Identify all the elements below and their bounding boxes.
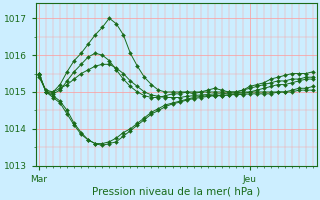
X-axis label: Pression niveau de la mer( hPa ): Pression niveau de la mer( hPa ) [92,187,260,197]
